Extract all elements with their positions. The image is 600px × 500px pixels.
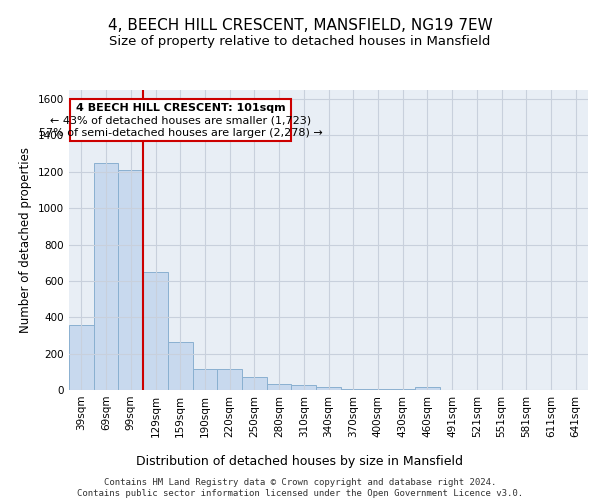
Text: 4 BEECH HILL CRESCENT: 101sqm: 4 BEECH HILL CRESCENT: 101sqm <box>76 104 286 114</box>
Bar <box>292 385 316 390</box>
Bar <box>341 389 365 390</box>
Bar <box>143 272 168 390</box>
Bar <box>69 324 94 390</box>
Text: 57% of semi-detached houses are larger (2,278) →: 57% of semi-detached houses are larger (… <box>39 128 323 138</box>
Bar <box>267 384 292 390</box>
Bar <box>316 386 341 390</box>
Bar <box>94 162 118 390</box>
Text: 4, BEECH HILL CRESCENT, MANSFIELD, NG19 7EW: 4, BEECH HILL CRESCENT, MANSFIELD, NG19 … <box>107 18 493 32</box>
Bar <box>168 342 193 390</box>
Bar <box>193 369 217 390</box>
Y-axis label: Number of detached properties: Number of detached properties <box>19 147 32 333</box>
Bar <box>365 389 390 390</box>
Bar <box>217 369 242 390</box>
Text: ← 43% of detached houses are smaller (1,723): ← 43% of detached houses are smaller (1,… <box>50 116 311 126</box>
Bar <box>415 388 440 390</box>
Bar <box>118 170 143 390</box>
Bar <box>70 99 292 141</box>
Text: Contains HM Land Registry data © Crown copyright and database right 2024.
Contai: Contains HM Land Registry data © Crown c… <box>77 478 523 498</box>
Text: Size of property relative to detached houses in Mansfield: Size of property relative to detached ho… <box>109 35 491 48</box>
Text: Distribution of detached houses by size in Mansfield: Distribution of detached houses by size … <box>137 454 464 468</box>
Bar <box>242 378 267 390</box>
Bar <box>390 389 415 390</box>
